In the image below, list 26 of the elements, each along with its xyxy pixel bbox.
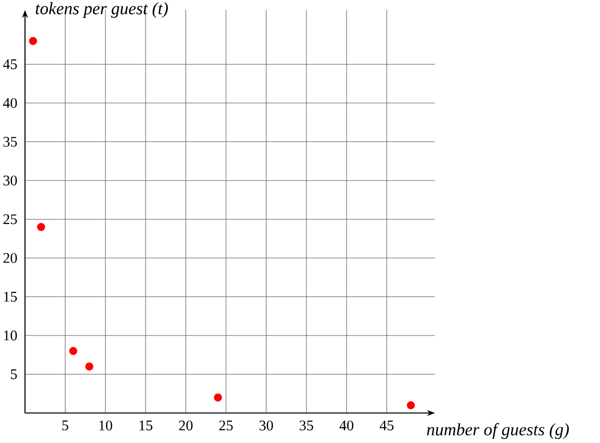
point (85, 362, 94, 371)
x-tick-label: 30 (260, 420, 273, 430)
y-tick-label: 15 (4, 292, 17, 302)
x-tick-label: 35 (300, 420, 314, 430)
point (29, 37, 38, 46)
point (406, 401, 415, 410)
y-tick-label: 40 (3, 98, 17, 108)
point (37, 223, 46, 232)
x-tick-label: 25 (219, 420, 233, 430)
x-tick-label: 15 (140, 420, 152, 430)
x-axis-title: number of guests (g) (427, 423, 569, 439)
y-tick-label: 25 (3, 214, 17, 224)
y-tick-label: 5 (10, 369, 17, 380)
point (214, 393, 222, 402)
y-tick-label: 35 (3, 136, 17, 147)
x-tick-label: 10 (99, 420, 112, 430)
y-tick-label: 30 (3, 176, 17, 186)
x-tick-label: 5 (62, 420, 68, 430)
y-axis-title: tokens per guest (t) (36, 2, 168, 18)
x-tick-label: 40 (340, 420, 354, 430)
y-tick-label: 10 (4, 330, 17, 340)
y-tick-label: 20 (3, 253, 17, 263)
point (69, 347, 78, 356)
y-tick-label: 45 (3, 59, 17, 70)
x-tick-label: 20 (179, 420, 193, 430)
x-tick-label: 45 (380, 420, 394, 430)
